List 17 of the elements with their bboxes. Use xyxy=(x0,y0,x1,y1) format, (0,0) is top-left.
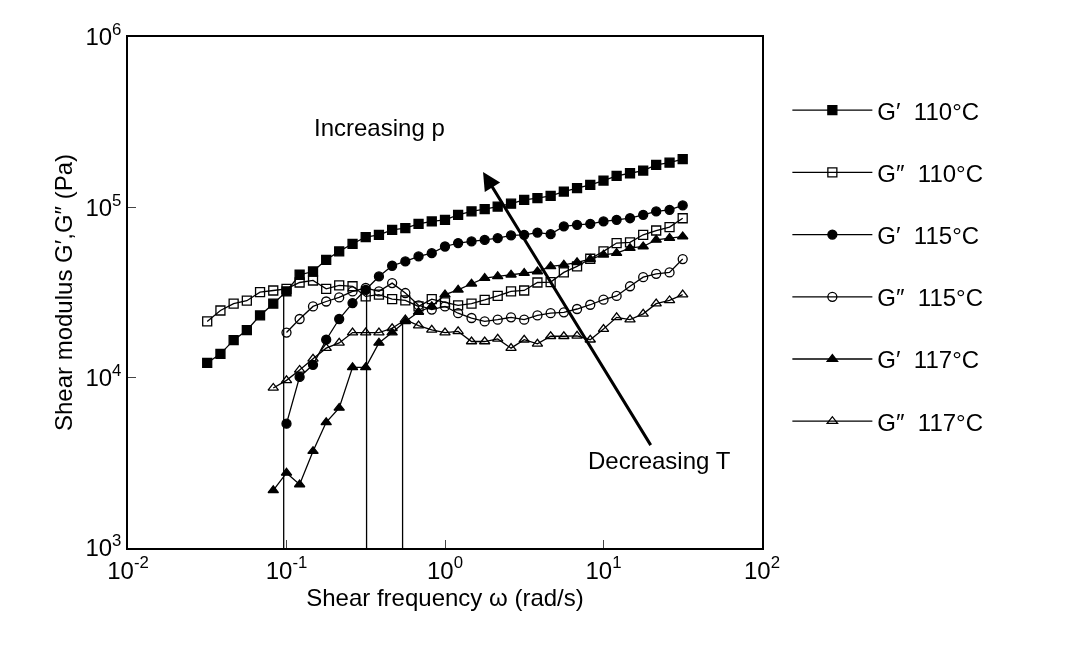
legend-label: G″ 117°C xyxy=(877,408,984,436)
annotation: Increasing p xyxy=(314,114,445,141)
legend-label: G′ 117°C xyxy=(877,346,980,374)
y-tick-label: 10$^{5}$ xyxy=(85,190,122,221)
x-tick-label: 10$^{-1}$ xyxy=(265,553,308,584)
x-tick-label: 10$^{0}$ xyxy=(426,553,464,584)
x-tick-label: 10$^{1}$ xyxy=(585,553,622,584)
legend-label: G″ 110°C xyxy=(877,159,984,187)
legend-label: G′ 110°C xyxy=(877,97,980,125)
x-tick-label: 10$^{2}$ xyxy=(743,553,781,584)
y-tick-label: 10$^{4}$ xyxy=(85,360,122,392)
legend-label: G′ 115°C xyxy=(877,221,980,249)
annotation: Decreasing T xyxy=(588,447,731,474)
y-axis-title: Shear modulus G′,G″ (Pa) xyxy=(50,153,77,432)
x-axis-title: Shear frequency ω (rad/s) xyxy=(306,583,584,611)
y-tick-label: 10$^{6}$ xyxy=(85,20,122,51)
legend-label: G″ 115°C xyxy=(877,284,984,312)
